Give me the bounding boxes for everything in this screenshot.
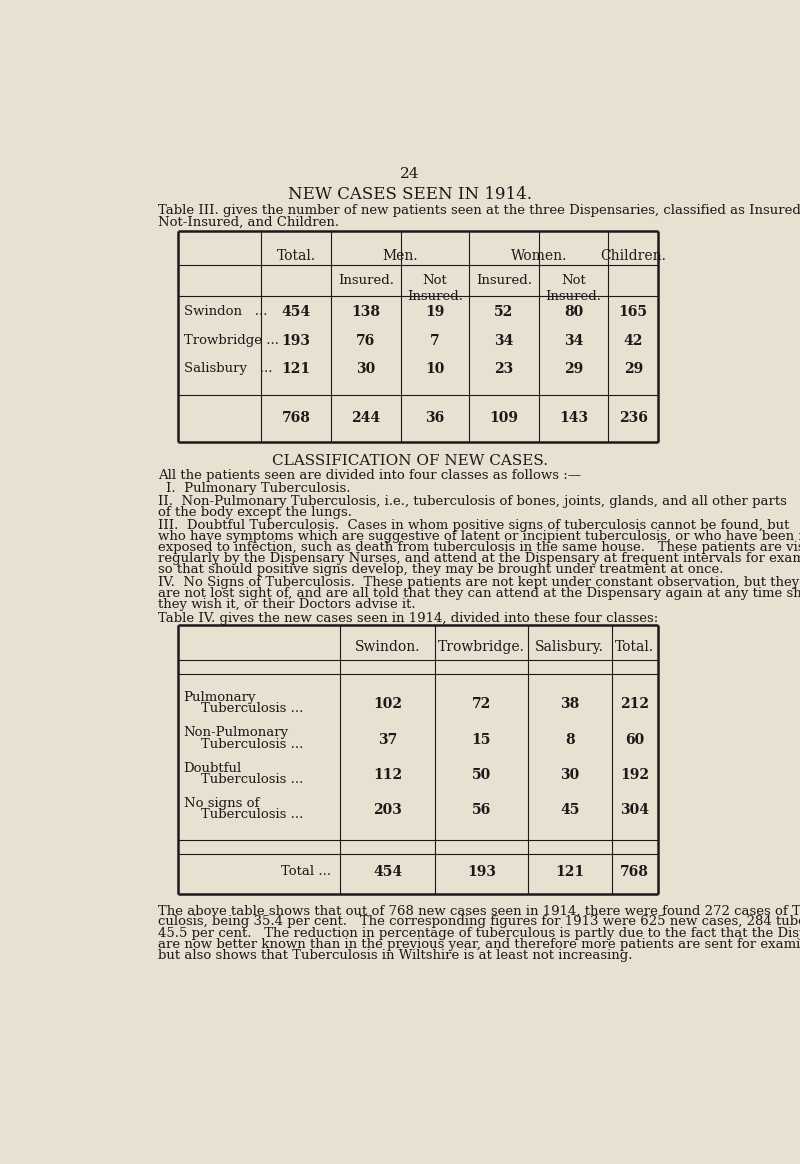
Text: 76: 76 bbox=[356, 334, 375, 348]
Text: 37: 37 bbox=[378, 732, 397, 746]
Text: 45.5 per cent.   The reduction in percentage of tuberculous is partly due to the: 45.5 per cent. The reduction in percenta… bbox=[158, 927, 800, 939]
Text: 143: 143 bbox=[559, 411, 588, 425]
Text: Swindon   ...: Swindon ... bbox=[184, 305, 267, 318]
Text: Not
Insured.: Not Insured. bbox=[407, 275, 462, 304]
Text: Trowbridge ...: Trowbridge ... bbox=[184, 334, 278, 347]
Text: 38: 38 bbox=[560, 697, 579, 711]
Text: 109: 109 bbox=[490, 411, 518, 425]
Text: Insured.: Insured. bbox=[338, 275, 394, 288]
Text: 454: 454 bbox=[282, 305, 310, 319]
Text: Tuberculosis ...: Tuberculosis ... bbox=[184, 738, 303, 751]
Text: Salisbury.: Salisbury. bbox=[535, 640, 604, 654]
Text: 52: 52 bbox=[494, 305, 514, 319]
Text: Tuberculosis ...: Tuberculosis ... bbox=[184, 773, 303, 786]
Text: 23: 23 bbox=[494, 362, 514, 376]
Text: 203: 203 bbox=[373, 803, 402, 817]
Text: Table IV. gives the new cases seen in 1914, divided into these four classes:: Table IV. gives the new cases seen in 19… bbox=[158, 612, 658, 625]
Text: Not-Insured, and Children.: Not-Insured, and Children. bbox=[158, 215, 339, 229]
Text: exposed to infection, such as death from tuberculosis in the same house.   These: exposed to infection, such as death from… bbox=[158, 541, 800, 554]
Text: IV.  No Signs of Tuberculosis.  These patients are not kept under constant obser: IV. No Signs of Tuberculosis. These pati… bbox=[158, 576, 799, 589]
Text: 768: 768 bbox=[620, 865, 649, 879]
Text: Pulmonary: Pulmonary bbox=[184, 691, 256, 704]
Text: culosis, being 35.4 per cent.   The corresponding figures for 1913 were 625 new : culosis, being 35.4 per cent. The corres… bbox=[158, 915, 800, 929]
Text: Total.: Total. bbox=[277, 249, 316, 263]
Text: Insured.: Insured. bbox=[476, 275, 532, 288]
Text: who have symptoms which are suggestive of latent or incipient tuberculosis, or w: who have symptoms which are suggestive o… bbox=[158, 530, 800, 542]
Text: 19: 19 bbox=[425, 305, 445, 319]
Text: Women.: Women. bbox=[510, 249, 567, 263]
Text: CLASSIFICATION OF NEW CASES.: CLASSIFICATION OF NEW CASES. bbox=[272, 454, 548, 468]
Text: Total ...: Total ... bbox=[281, 865, 331, 878]
Text: 30: 30 bbox=[560, 768, 579, 782]
Text: are not lost sight of, and are all told that they can attend at the Dispensary a: are not lost sight of, and are all told … bbox=[158, 587, 800, 601]
Text: Tuberculosis ...: Tuberculosis ... bbox=[184, 809, 303, 822]
Text: they wish it, or their Doctors advise it.: they wish it, or their Doctors advise it… bbox=[158, 598, 416, 611]
Text: 121: 121 bbox=[555, 865, 584, 879]
Text: 34: 34 bbox=[494, 334, 514, 348]
Text: 80: 80 bbox=[564, 305, 583, 319]
Text: Children.: Children. bbox=[600, 249, 666, 263]
Text: 42: 42 bbox=[623, 334, 643, 348]
Text: but also shows that Tuberculosis in Wiltshire is at least not increasing.: but also shows that Tuberculosis in Wilt… bbox=[158, 949, 633, 961]
Text: 60: 60 bbox=[625, 732, 644, 746]
Text: 24: 24 bbox=[400, 168, 420, 182]
Text: 112: 112 bbox=[373, 768, 402, 782]
Text: 193: 193 bbox=[282, 334, 310, 348]
Text: 50: 50 bbox=[472, 768, 491, 782]
Text: 29: 29 bbox=[564, 362, 583, 376]
Text: II.  Non-Pulmonary Tuberculosis, i.e., tuberculosis of bones, joints, glands, an: II. Non-Pulmonary Tuberculosis, i.e., tu… bbox=[158, 495, 787, 508]
Text: 15: 15 bbox=[472, 732, 491, 746]
Text: 454: 454 bbox=[373, 865, 402, 879]
Text: are now better known than in the previous year, and therefore more patients are : are now better known than in the previou… bbox=[158, 938, 800, 951]
Text: Tuberculosis ...: Tuberculosis ... bbox=[184, 702, 303, 715]
Text: 10: 10 bbox=[425, 362, 445, 376]
Text: 56: 56 bbox=[472, 803, 491, 817]
Text: of the body except the lungs.: of the body except the lungs. bbox=[158, 506, 352, 519]
Text: so that should positive signs develop, they may be brought under treatment at on: so that should positive signs develop, t… bbox=[158, 563, 724, 576]
Text: Swindon.: Swindon. bbox=[354, 640, 420, 654]
Text: 29: 29 bbox=[623, 362, 643, 376]
Text: The above table shows that out of 768 new cases seen in 1914, there were found 2: The above table shows that out of 768 ne… bbox=[158, 904, 800, 917]
Text: regularly by the Dispensary Nurses, and attend at the Dispensary at frequent int: regularly by the Dispensary Nurses, and … bbox=[158, 552, 800, 565]
Text: 7: 7 bbox=[430, 334, 440, 348]
Text: I.  Pulmonary Tuberculosis.: I. Pulmonary Tuberculosis. bbox=[166, 482, 350, 495]
Text: Doubtful: Doubtful bbox=[184, 762, 242, 775]
Text: 138: 138 bbox=[351, 305, 380, 319]
Text: No signs of: No signs of bbox=[184, 797, 259, 810]
Text: Not
Insured.: Not Insured. bbox=[546, 275, 602, 304]
Text: Men.: Men. bbox=[382, 249, 418, 263]
Text: 192: 192 bbox=[620, 768, 650, 782]
Text: 45: 45 bbox=[560, 803, 579, 817]
Text: Total.: Total. bbox=[615, 640, 654, 654]
Text: 193: 193 bbox=[467, 865, 496, 879]
Text: 30: 30 bbox=[356, 362, 375, 376]
Text: 102: 102 bbox=[373, 697, 402, 711]
Text: III.  Doubtful Tuberculosis.  Cases in whom positive signs of tuberculosis canno: III. Doubtful Tuberculosis. Cases in who… bbox=[158, 518, 790, 532]
Text: 165: 165 bbox=[618, 305, 648, 319]
Text: 768: 768 bbox=[282, 411, 310, 425]
Text: Table III. gives the number of new patients seen at the three Dispensaries, clas: Table III. gives the number of new patie… bbox=[158, 205, 800, 218]
Text: 304: 304 bbox=[620, 803, 650, 817]
Text: Trowbridge.: Trowbridge. bbox=[438, 640, 525, 654]
Text: 121: 121 bbox=[282, 362, 310, 376]
Text: 236: 236 bbox=[618, 411, 648, 425]
Text: 212: 212 bbox=[620, 697, 650, 711]
Text: 244: 244 bbox=[351, 411, 380, 425]
Text: Salisbury   ...: Salisbury ... bbox=[184, 362, 272, 375]
Text: 8: 8 bbox=[565, 732, 574, 746]
Text: 34: 34 bbox=[564, 334, 583, 348]
Text: 72: 72 bbox=[472, 697, 491, 711]
Text: 36: 36 bbox=[425, 411, 445, 425]
Text: Non-Pulmonary: Non-Pulmonary bbox=[184, 726, 289, 739]
Text: All the patients seen are divided into four classes as follows :—: All the patients seen are divided into f… bbox=[158, 469, 581, 482]
Text: NEW CASES SEEN IN 1914.: NEW CASES SEEN IN 1914. bbox=[288, 186, 532, 203]
